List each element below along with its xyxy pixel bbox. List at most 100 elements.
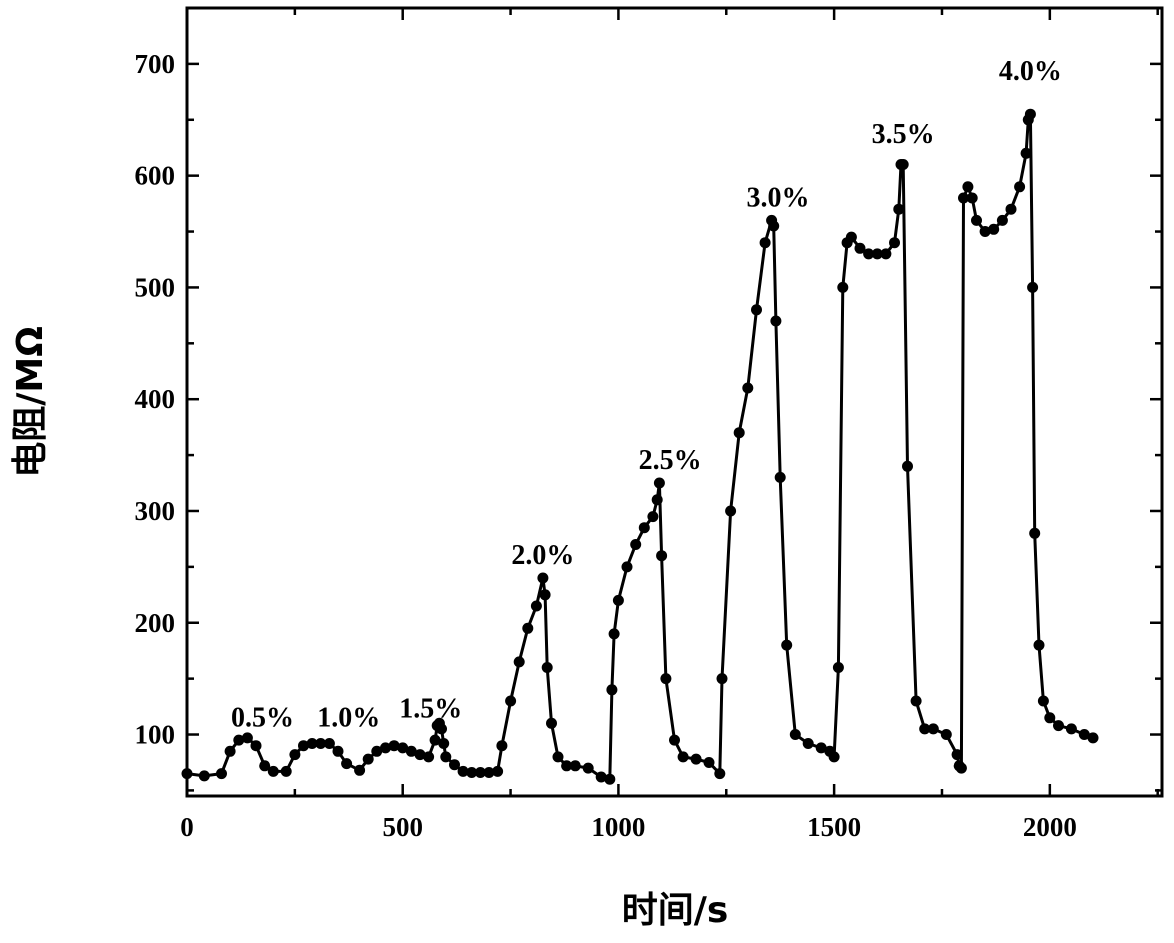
data-point	[496, 740, 507, 751]
data-point	[324, 738, 335, 749]
data-point	[971, 215, 982, 226]
data-point	[647, 511, 658, 522]
y-tick-label: 700	[135, 49, 176, 79]
data-point	[770, 316, 781, 327]
y-tick-label: 200	[135, 608, 176, 638]
data-point	[1053, 720, 1064, 731]
y-tick-label: 300	[135, 496, 176, 526]
x-tick-label: 1000	[591, 812, 645, 842]
data-point	[902, 461, 913, 472]
data-point	[656, 550, 667, 561]
data-point	[704, 757, 715, 768]
concentration-label: 0.5%	[231, 702, 294, 733]
data-point	[833, 662, 844, 673]
data-point	[742, 383, 753, 394]
data-point	[717, 673, 728, 684]
data-point	[583, 763, 594, 774]
data-point	[216, 768, 227, 779]
data-point	[803, 738, 814, 749]
y-axis-title: 电阻/MΩ	[10, 326, 51, 478]
data-point	[962, 181, 973, 192]
plot-frame	[187, 8, 1162, 796]
data-point	[505, 696, 516, 707]
data-point	[967, 193, 978, 204]
data-point	[714, 768, 725, 779]
data-point	[1088, 732, 1099, 743]
y-tick-label: 600	[135, 161, 176, 191]
data-point	[669, 735, 680, 746]
x-tick-label: 500	[382, 812, 423, 842]
data-point	[760, 237, 771, 248]
data-point	[522, 623, 533, 634]
data-point	[289, 749, 300, 760]
data-point	[1006, 204, 1017, 215]
data-point	[622, 561, 633, 572]
data-point	[1038, 696, 1049, 707]
y-tick-label: 500	[135, 272, 176, 302]
data-point	[225, 746, 236, 757]
concentration-annotations: 0.5%1.0%1.5%2.0%2.5%3.0%3.5%4.0%	[231, 56, 1062, 733]
data-point	[880, 248, 891, 259]
data-point	[1029, 528, 1040, 539]
concentration-label: 2.5%	[639, 445, 702, 476]
x-axis-title: 时间/s	[622, 890, 729, 931]
data-point	[440, 751, 451, 762]
data-point	[898, 159, 909, 170]
data-point	[553, 751, 564, 762]
data-point	[199, 770, 210, 781]
data-point	[639, 522, 650, 533]
data-point	[889, 237, 900, 248]
data-point	[751, 304, 762, 315]
data-point	[928, 723, 939, 734]
data-point	[281, 766, 292, 777]
data-point	[341, 758, 352, 769]
x-tick-label: 1500	[807, 812, 861, 842]
data-point	[768, 221, 779, 232]
data-point	[570, 760, 581, 771]
data-point	[1025, 109, 1036, 120]
concentration-label: 2.0%	[511, 540, 574, 571]
data-point	[268, 766, 279, 777]
data-point	[1034, 640, 1045, 651]
data-point	[540, 589, 551, 600]
data-point	[492, 766, 503, 777]
data-point	[652, 494, 663, 505]
data-point	[837, 282, 848, 293]
data-point	[988, 224, 999, 235]
data-point	[846, 232, 857, 243]
data-point	[606, 684, 617, 695]
data-point	[438, 738, 449, 749]
data-point	[449, 759, 460, 770]
data-point	[775, 472, 786, 483]
concentration-label: 4.0%	[999, 56, 1062, 87]
data-point	[363, 754, 374, 765]
data-point	[537, 573, 548, 584]
data-point	[242, 732, 253, 743]
data-point	[1021, 148, 1032, 159]
data-point	[1014, 181, 1025, 192]
y-tick-label: 100	[135, 720, 176, 750]
data-point	[182, 768, 193, 779]
data-point	[436, 723, 447, 734]
y-tick-label: 400	[135, 384, 176, 414]
data-point	[952, 749, 963, 760]
data-point	[546, 718, 557, 729]
data-point	[734, 427, 745, 438]
data-point	[654, 478, 665, 489]
data-point	[531, 601, 542, 612]
data-point	[514, 656, 525, 667]
data-point	[725, 506, 736, 517]
data-point	[251, 740, 262, 751]
data-point	[911, 696, 922, 707]
data-point	[829, 751, 840, 762]
data-point	[609, 628, 620, 639]
data-point	[1027, 282, 1038, 293]
concentration-label: 1.0%	[317, 702, 380, 733]
data-point	[997, 215, 1008, 226]
axis-ticks	[187, 8, 1162, 796]
data-point	[542, 662, 553, 673]
data-point	[941, 729, 952, 740]
x-tick-label: 0	[180, 812, 194, 842]
concentration-label: 1.5%	[399, 693, 462, 724]
